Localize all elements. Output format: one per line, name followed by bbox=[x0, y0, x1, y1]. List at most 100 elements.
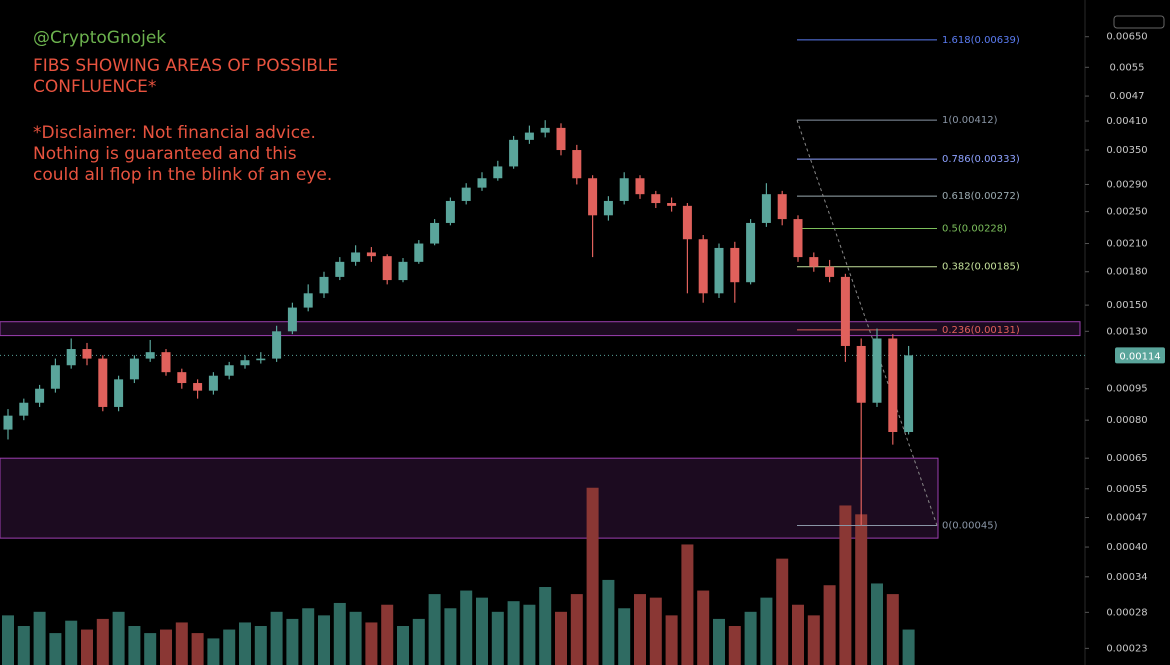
y-tick-label: 0.0055 bbox=[1110, 62, 1145, 73]
volume-bar bbox=[65, 620, 78, 665]
y-tick-label: 0.00040 bbox=[1106, 542, 1147, 553]
candle-body bbox=[730, 247, 740, 283]
candle-body bbox=[651, 194, 661, 204]
y-tick-label: 0.00080 bbox=[1106, 415, 1147, 426]
candle-body bbox=[35, 388, 45, 403]
y-tick-label: 0.0047 bbox=[1110, 91, 1145, 102]
candle-body bbox=[129, 358, 139, 380]
fib-label: 0.5(0.00228) bbox=[942, 223, 1007, 234]
volume-bar bbox=[270, 611, 283, 665]
candle-body bbox=[588, 178, 598, 216]
y-tick-label: 0.00130 bbox=[1106, 326, 1147, 337]
candle-body bbox=[430, 222, 440, 244]
candle-body bbox=[272, 331, 282, 359]
candle-body bbox=[382, 256, 392, 281]
volume-bar bbox=[175, 622, 188, 665]
y-tick-label: 0.00095 bbox=[1106, 384, 1147, 395]
volume-bar bbox=[728, 626, 741, 665]
candle-body bbox=[856, 345, 866, 403]
fib-label: 0.382(0.00185) bbox=[942, 262, 1020, 273]
volume-bar bbox=[96, 618, 109, 665]
candle-body bbox=[509, 139, 519, 167]
candle-body bbox=[445, 200, 455, 223]
volume-bar bbox=[302, 608, 315, 665]
volume-bar bbox=[871, 583, 883, 665]
candle-body bbox=[777, 194, 787, 220]
candle-body bbox=[825, 266, 835, 277]
annotation: CONFLUENCE* bbox=[33, 77, 156, 97]
candle-body bbox=[761, 194, 771, 223]
volume-bar bbox=[776, 558, 789, 665]
volume-bar bbox=[570, 594, 583, 665]
volume-bar bbox=[160, 629, 172, 665]
candle-body bbox=[224, 365, 234, 376]
volume-bar bbox=[318, 615, 330, 665]
fib-label: 1.618(0.00639) bbox=[942, 35, 1020, 46]
y-tick-label: 0.00410 bbox=[1106, 116, 1147, 127]
volume-bar bbox=[144, 633, 157, 665]
candle-body bbox=[635, 178, 645, 195]
y-tick-label: 0.00028 bbox=[1106, 607, 1147, 618]
candle-body bbox=[256, 358, 266, 361]
candle-body bbox=[477, 178, 487, 188]
volume-bar bbox=[507, 601, 520, 665]
candle-body bbox=[714, 247, 724, 294]
candle-body bbox=[366, 252, 376, 257]
y-tick-label: 0.00210 bbox=[1106, 239, 1147, 250]
y-tick-label: 0.00150 bbox=[1106, 300, 1147, 311]
candle-body bbox=[682, 205, 692, 240]
volume-bar bbox=[191, 633, 204, 665]
candle-body bbox=[335, 261, 345, 277]
volume-bar bbox=[744, 611, 757, 665]
y-tick-label: 0.00650 bbox=[1106, 32, 1147, 43]
toolbar-box[interactable] bbox=[1113, 15, 1165, 29]
y-tick-label: 0.00047 bbox=[1106, 513, 1147, 524]
volume-bar bbox=[397, 626, 409, 665]
candle-body bbox=[161, 352, 171, 373]
volume-bar bbox=[381, 604, 394, 665]
candle-body bbox=[114, 379, 124, 407]
volume-bar bbox=[602, 579, 615, 665]
candle-body bbox=[398, 261, 408, 281]
volume-bar bbox=[412, 618, 425, 665]
volume-bar bbox=[49, 633, 62, 665]
volume-bar bbox=[476, 597, 488, 665]
volume-bar bbox=[81, 629, 93, 665]
candle-body bbox=[556, 127, 566, 151]
volume-bar bbox=[681, 544, 694, 665]
volume-bar bbox=[349, 611, 362, 665]
volume-bar bbox=[618, 608, 631, 665]
candle-body bbox=[240, 360, 250, 366]
volume-bar bbox=[444, 608, 457, 665]
volume-bar bbox=[539, 587, 552, 665]
annotation: could all flop in the blink of an eye. bbox=[33, 165, 332, 185]
candle-body bbox=[82, 349, 92, 359]
candle-body bbox=[319, 276, 329, 294]
volume-bar bbox=[902, 629, 915, 665]
y-tick-label: 0.00290 bbox=[1106, 179, 1147, 190]
candle-body bbox=[193, 383, 203, 391]
candle-body bbox=[493, 166, 503, 179]
volume-bar bbox=[223, 629, 236, 665]
candle-body bbox=[619, 178, 629, 201]
volume-bar bbox=[649, 597, 662, 665]
annotation: *Disclaimer: Not financial advice. bbox=[33, 123, 316, 143]
volume-bar bbox=[254, 626, 267, 665]
candle-body bbox=[888, 338, 898, 432]
volume-bar bbox=[17, 626, 30, 665]
volume-bar bbox=[112, 611, 125, 665]
y-tick-label: 0.00350 bbox=[1106, 145, 1147, 156]
volume-bar bbox=[697, 590, 710, 665]
candle-body bbox=[540, 127, 550, 133]
volume-bar bbox=[286, 618, 299, 665]
y-tick-label: 0.00065 bbox=[1106, 453, 1147, 464]
candle-body bbox=[177, 372, 187, 384]
volume-bar bbox=[365, 622, 378, 665]
candle-body bbox=[414, 243, 424, 262]
volume-bar bbox=[239, 622, 251, 665]
candle-body bbox=[809, 257, 819, 267]
candle-body bbox=[98, 358, 108, 407]
fib-label: 0.618(0.00272) bbox=[942, 191, 1020, 202]
